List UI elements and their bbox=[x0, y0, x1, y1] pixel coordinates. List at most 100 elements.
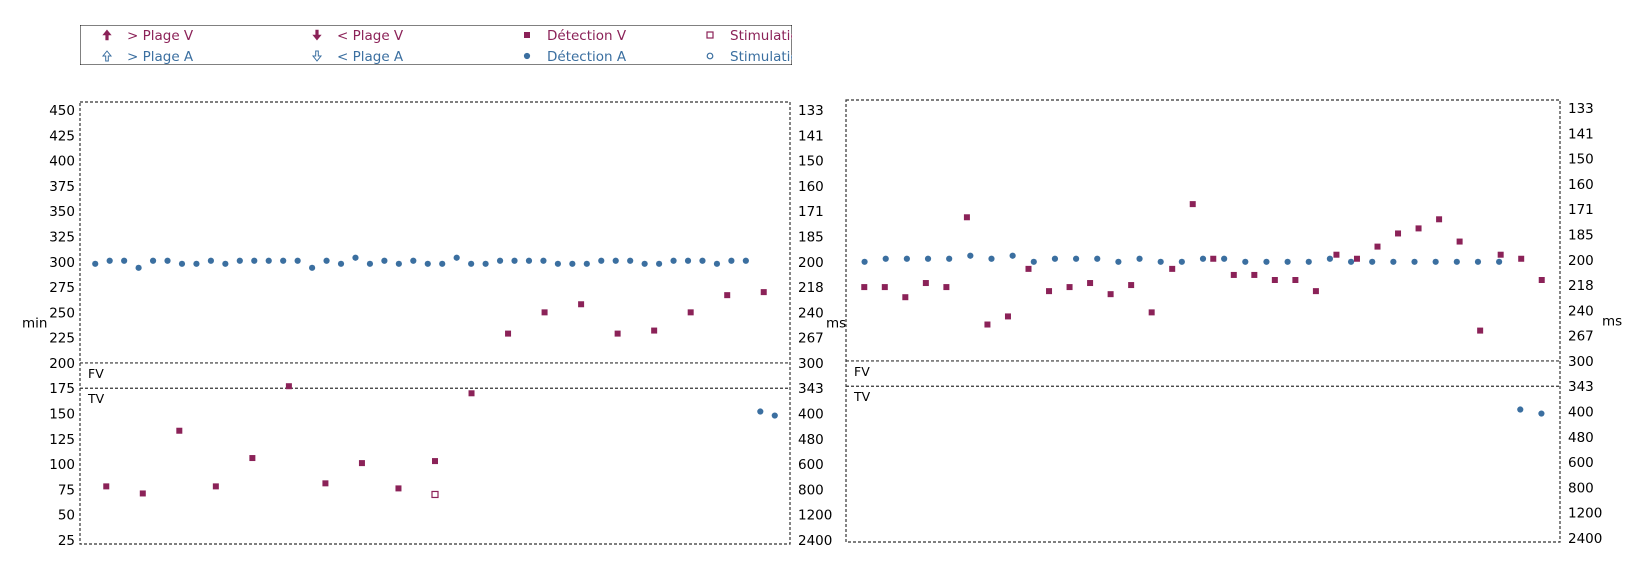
data-point-circle-filled bbox=[861, 258, 868, 265]
data-point-circle-filled bbox=[988, 255, 995, 262]
right-tick-label: 240 bbox=[798, 305, 824, 321]
data-point-circle-filled bbox=[482, 260, 489, 267]
legend-marker-down-arrow-filled bbox=[312, 29, 322, 41]
left-tick-label: 175 bbox=[49, 381, 75, 397]
data-point-circle-filled bbox=[903, 255, 910, 262]
data-point-square-filled bbox=[1087, 280, 1094, 287]
data-point-circle-filled bbox=[554, 260, 561, 267]
data-point-circle-filled bbox=[1199, 255, 1207, 262]
right-tick-label: 218 bbox=[798, 280, 824, 296]
zone-label-fv: FV bbox=[88, 366, 104, 381]
plot-frame bbox=[79, 101, 791, 545]
data-point-square-filled bbox=[881, 284, 888, 291]
legend-label: Stimulatic bbox=[730, 49, 798, 65]
data-point-circle-filled bbox=[1051, 255, 1059, 262]
data-point-square-filled bbox=[505, 330, 512, 337]
data-point-circle-filled bbox=[1221, 255, 1228, 262]
legend-marker-square-filled bbox=[524, 32, 530, 38]
right-tick-label: 1200 bbox=[798, 508, 832, 524]
legend-marker-circle-filled bbox=[523, 52, 531, 60]
right-tick-label: 600 bbox=[798, 457, 824, 473]
left-tick-label: 325 bbox=[49, 229, 75, 245]
data-point-circle-filled bbox=[1390, 258, 1397, 265]
right-tick-label: 200 bbox=[798, 255, 824, 271]
data-point-circle-filled bbox=[309, 264, 316, 271]
data-point-circle-filled bbox=[1094, 255, 1101, 262]
data-point-circle-filled bbox=[352, 254, 359, 261]
right-tick-label: 171 bbox=[1568, 202, 1594, 218]
left-tick-label: 425 bbox=[49, 128, 75, 144]
data-point-square-filled bbox=[1292, 277, 1299, 283]
left-tick-label: 200 bbox=[49, 356, 75, 372]
right-tick-label: 800 bbox=[1568, 480, 1594, 496]
right-tick-label: 600 bbox=[1568, 455, 1594, 471]
plot-frame bbox=[845, 99, 1561, 543]
data-point-square-filled bbox=[984, 321, 991, 328]
data-point-square-filled bbox=[578, 301, 585, 308]
data-point-circle-filled bbox=[1178, 258, 1185, 265]
data-point-circle-filled bbox=[1115, 258, 1122, 265]
data-point-square-filled bbox=[1169, 265, 1176, 272]
data-point-square-filled bbox=[468, 390, 475, 397]
data-point-square-filled bbox=[358, 460, 365, 467]
data-point-circle-filled bbox=[92, 260, 99, 267]
data-point-square-filled bbox=[249, 455, 256, 462]
data-point-circle-filled bbox=[713, 260, 721, 267]
data-point-square-filled bbox=[651, 327, 658, 334]
data-point-circle-filled bbox=[525, 257, 533, 264]
data-point-circle-filled bbox=[236, 257, 243, 264]
data-point-circle-filled bbox=[728, 257, 735, 264]
data-point-circle-filled bbox=[1136, 255, 1143, 262]
legend-box bbox=[80, 25, 792, 65]
y-axis-label-right: ms bbox=[826, 315, 846, 331]
data-point-square-filled bbox=[614, 330, 621, 337]
data-point-square-filled bbox=[1456, 238, 1463, 245]
data-point-square-filled bbox=[1210, 255, 1217, 262]
data-point-circle-filled bbox=[670, 257, 677, 264]
data-point-circle-filled bbox=[135, 264, 142, 271]
data-point-square-filled bbox=[1230, 271, 1237, 278]
left-tick-label: 25 bbox=[58, 533, 75, 549]
data-point-circle-filled bbox=[149, 257, 157, 264]
right-tick-label: 133 bbox=[1568, 101, 1594, 117]
data-point-square-filled bbox=[943, 284, 950, 291]
right-tick-label: 1200 bbox=[1568, 506, 1602, 522]
data-point-square-filled bbox=[1128, 282, 1135, 289]
data-point-square-filled bbox=[139, 490, 146, 497]
data-point-square-filled bbox=[1518, 255, 1525, 262]
data-point-circle-filled bbox=[612, 257, 619, 264]
data-point-square-filled bbox=[1477, 327, 1484, 334]
left-tick-label: 400 bbox=[49, 154, 75, 170]
zone-label-tv: TV bbox=[87, 391, 105, 406]
data-point-square-filled bbox=[1312, 288, 1319, 295]
data-point-circle-filled bbox=[395, 260, 402, 267]
data-point-circle-filled bbox=[366, 260, 374, 267]
right-tick-label: 400 bbox=[1568, 405, 1594, 421]
right-tick-label: 267 bbox=[798, 331, 824, 347]
right-tick-label: 400 bbox=[798, 407, 824, 423]
data-point-square-filled bbox=[1333, 251, 1340, 258]
data-point-square-filled bbox=[432, 458, 438, 465]
data-point-square-filled bbox=[1271, 277, 1278, 283]
data-point-circle-filled bbox=[583, 260, 590, 267]
data-point-circle-filled bbox=[1263, 258, 1270, 265]
data-point-square-filled bbox=[395, 485, 402, 492]
data-point-circle-filled bbox=[1305, 258, 1312, 265]
left-tick-label: 75 bbox=[58, 482, 75, 498]
data-point-circle-filled bbox=[924, 255, 932, 262]
legend-marker-circle-open bbox=[706, 52, 714, 60]
legend-marker-up-arrow-filled bbox=[102, 29, 112, 41]
data-point-circle-filled bbox=[1496, 258, 1503, 265]
data-point-square-filled bbox=[922, 280, 929, 287]
legend-marker-square-open bbox=[706, 31, 714, 39]
right-tick-label: 800 bbox=[798, 482, 824, 498]
data-point-circle-filled bbox=[757, 408, 764, 415]
right-tick-label: 171 bbox=[798, 204, 824, 220]
data-point-square-filled bbox=[322, 480, 329, 487]
data-point-square-filled bbox=[1538, 277, 1545, 283]
data-point-square-filled bbox=[1148, 309, 1155, 316]
data-point-square-filled bbox=[1107, 291, 1114, 298]
data-point-square-filled bbox=[1374, 243, 1381, 250]
data-point-circle-filled bbox=[540, 257, 547, 264]
y-axis-label-left: min bbox=[22, 315, 47, 331]
